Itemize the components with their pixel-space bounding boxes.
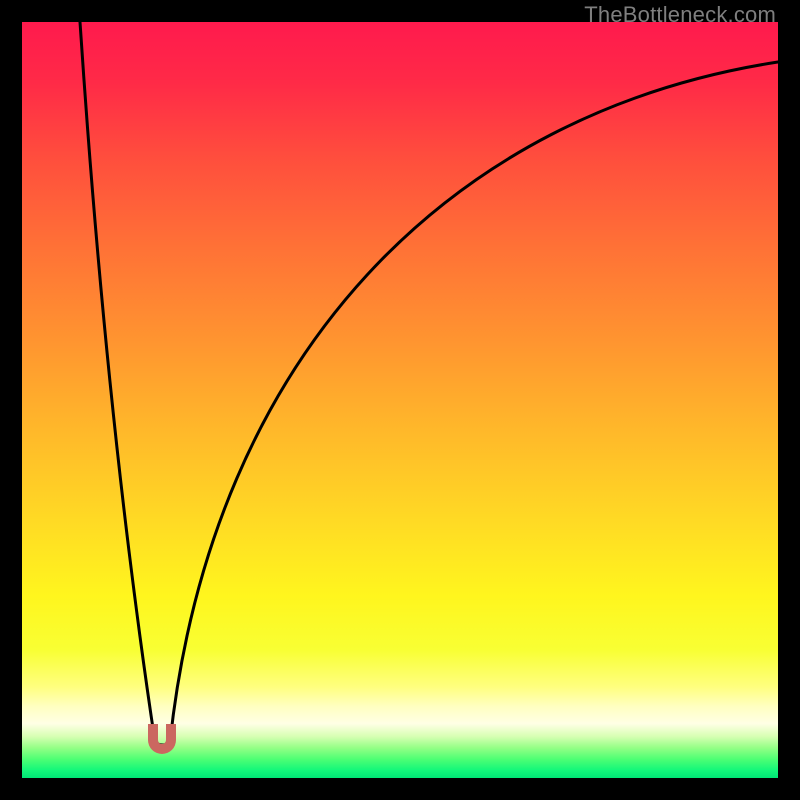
gradient-background — [22, 22, 778, 778]
watermark-text: TheBottleneck.com — [584, 2, 776, 28]
chart-svg — [22, 22, 778, 778]
plot-area — [22, 22, 778, 778]
chart-frame: TheBottleneck.com — [0, 0, 800, 800]
